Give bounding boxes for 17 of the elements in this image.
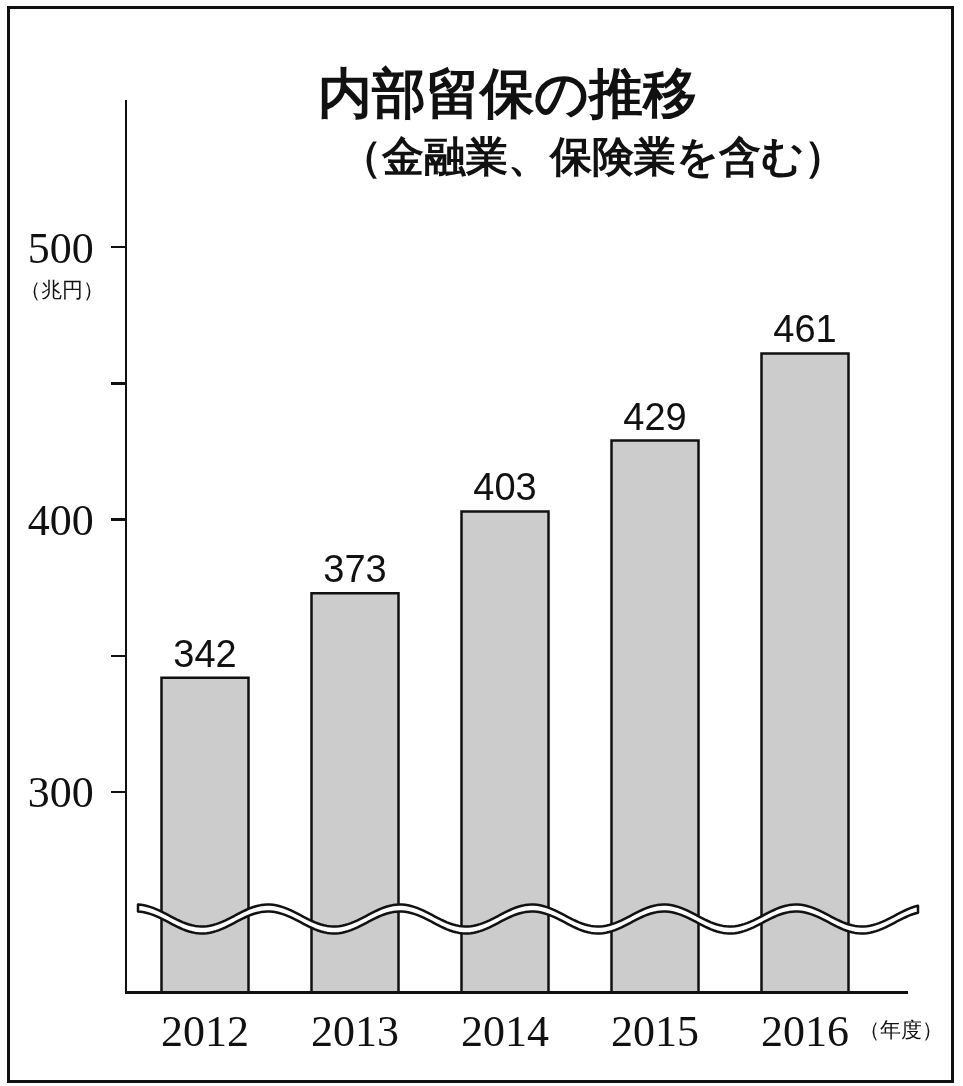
x-tick-label: 2014 <box>461 1007 549 1057</box>
x-tick-label: 2016 <box>761 1007 849 1057</box>
data-label: 342 <box>173 632 237 675</box>
data-label: 461 <box>773 308 837 351</box>
text: （金融業、保険業を含む） <box>340 132 846 181</box>
y-tick-label: 400 <box>27 496 94 546</box>
data-label: 403 <box>473 466 537 509</box>
y-axis-title: （兆円） <box>20 278 104 302</box>
y-tick-label: 500 <box>27 223 94 273</box>
x-tick-label: 2012 <box>161 1007 249 1057</box>
y-tick-label: 300 <box>27 768 94 818</box>
chart-title: 内部留保の推移 <box>318 61 697 125</box>
x-tick-label: 2015 <box>611 1007 699 1057</box>
data-label: 373 <box>323 548 387 591</box>
data-label: 429 <box>623 395 687 438</box>
x-axis-title: （年度） <box>859 1018 943 1042</box>
x-tick-label: 2013 <box>311 1007 399 1057</box>
